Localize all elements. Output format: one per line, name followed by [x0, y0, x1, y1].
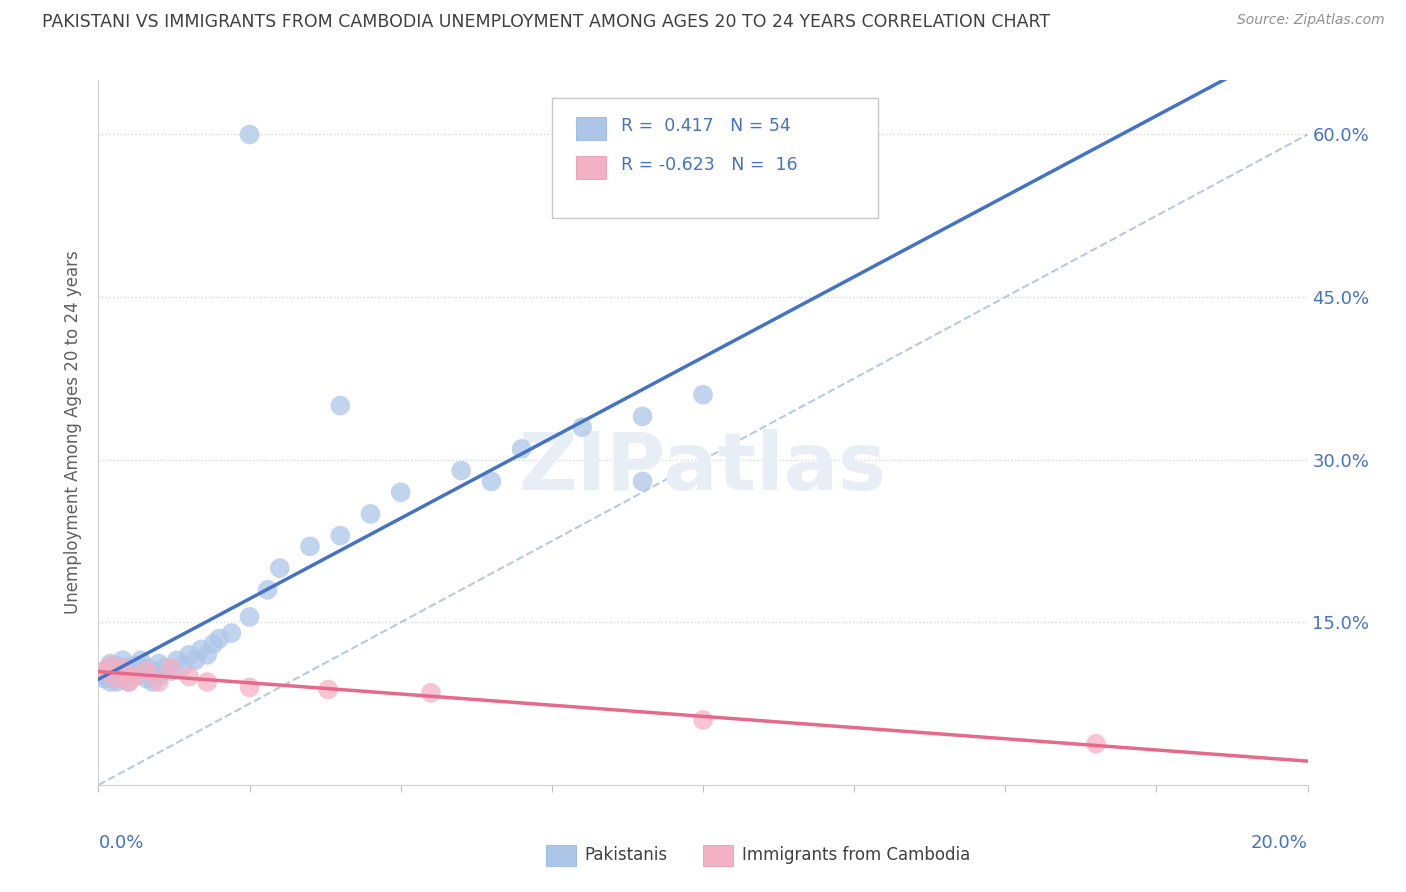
- FancyBboxPatch shape: [576, 117, 606, 140]
- Point: [100, 667, 122, 681]
- Point: [148, 669, 170, 683]
- Point: [184, 653, 207, 667]
- Point: [93, 664, 115, 678]
- Point: [360, 507, 382, 521]
- FancyBboxPatch shape: [551, 98, 879, 218]
- Point: [571, 420, 593, 434]
- Point: [100, 661, 122, 675]
- Point: [100, 657, 122, 671]
- Point: [329, 528, 352, 542]
- Point: [93, 669, 115, 683]
- Point: [481, 475, 503, 489]
- Point: [179, 669, 201, 683]
- Point: [118, 667, 141, 681]
- Point: [221, 626, 243, 640]
- Point: [124, 658, 146, 673]
- Point: [160, 664, 183, 678]
- Text: PAKISTANI VS IMMIGRANTS FROM CAMBODIA UNEMPLOYMENT AMONG AGES 20 TO 24 YEARS COR: PAKISTANI VS IMMIGRANTS FROM CAMBODIA UN…: [42, 13, 1050, 31]
- Text: ZIPatlas: ZIPatlas: [519, 429, 887, 507]
- Point: [135, 672, 157, 686]
- Point: [256, 582, 278, 597]
- Point: [299, 540, 322, 554]
- Point: [269, 561, 291, 575]
- Point: [111, 672, 134, 686]
- Point: [100, 675, 122, 690]
- Point: [100, 658, 122, 673]
- Point: [129, 664, 152, 678]
- Point: [129, 653, 152, 667]
- Text: Source: ZipAtlas.com: Source: ZipAtlas.com: [1237, 13, 1385, 28]
- Point: [118, 661, 141, 675]
- Point: [124, 669, 146, 683]
- Point: [450, 464, 472, 478]
- Point: [190, 642, 212, 657]
- Point: [118, 675, 141, 690]
- Text: Immigrants from Cambodia: Immigrants from Cambodia: [742, 847, 970, 864]
- Point: [420, 686, 443, 700]
- Point: [148, 657, 170, 671]
- Point: [208, 632, 231, 646]
- Text: Pakistanis: Pakistanis: [585, 847, 668, 864]
- Point: [389, 485, 412, 500]
- Point: [124, 669, 146, 683]
- Point: [510, 442, 533, 456]
- FancyBboxPatch shape: [546, 845, 576, 866]
- Point: [160, 661, 183, 675]
- Point: [202, 637, 225, 651]
- Point: [142, 675, 165, 690]
- Point: [692, 387, 714, 401]
- Point: [1085, 737, 1108, 751]
- Point: [239, 681, 262, 695]
- Point: [105, 664, 128, 678]
- Point: [692, 713, 714, 727]
- Point: [329, 399, 352, 413]
- Text: 0.0%: 0.0%: [98, 834, 143, 852]
- Point: [195, 648, 218, 662]
- Point: [105, 658, 128, 673]
- Point: [93, 672, 115, 686]
- Point: [105, 669, 128, 683]
- Point: [105, 672, 128, 686]
- Point: [111, 653, 134, 667]
- Point: [105, 675, 128, 690]
- Point: [631, 409, 654, 424]
- Point: [316, 682, 339, 697]
- Point: [172, 658, 194, 673]
- Y-axis label: Unemployment Among Ages 20 to 24 years: Unemployment Among Ages 20 to 24 years: [65, 251, 83, 615]
- Text: R = -0.623   N =  16: R = -0.623 N = 16: [621, 156, 797, 174]
- Point: [195, 675, 218, 690]
- Point: [153, 661, 176, 675]
- Point: [179, 648, 201, 662]
- Point: [111, 661, 134, 675]
- Point: [631, 475, 654, 489]
- Point: [166, 653, 188, 667]
- Text: 20.0%: 20.0%: [1251, 834, 1308, 852]
- Point: [135, 664, 157, 678]
- Point: [111, 664, 134, 678]
- Point: [142, 664, 165, 678]
- Point: [239, 128, 262, 142]
- Point: [148, 675, 170, 690]
- FancyBboxPatch shape: [576, 156, 606, 179]
- FancyBboxPatch shape: [703, 845, 734, 866]
- Point: [118, 675, 141, 690]
- Point: [239, 610, 262, 624]
- Text: R =  0.417   N = 54: R = 0.417 N = 54: [621, 117, 790, 135]
- Point: [93, 664, 115, 678]
- Point: [135, 661, 157, 675]
